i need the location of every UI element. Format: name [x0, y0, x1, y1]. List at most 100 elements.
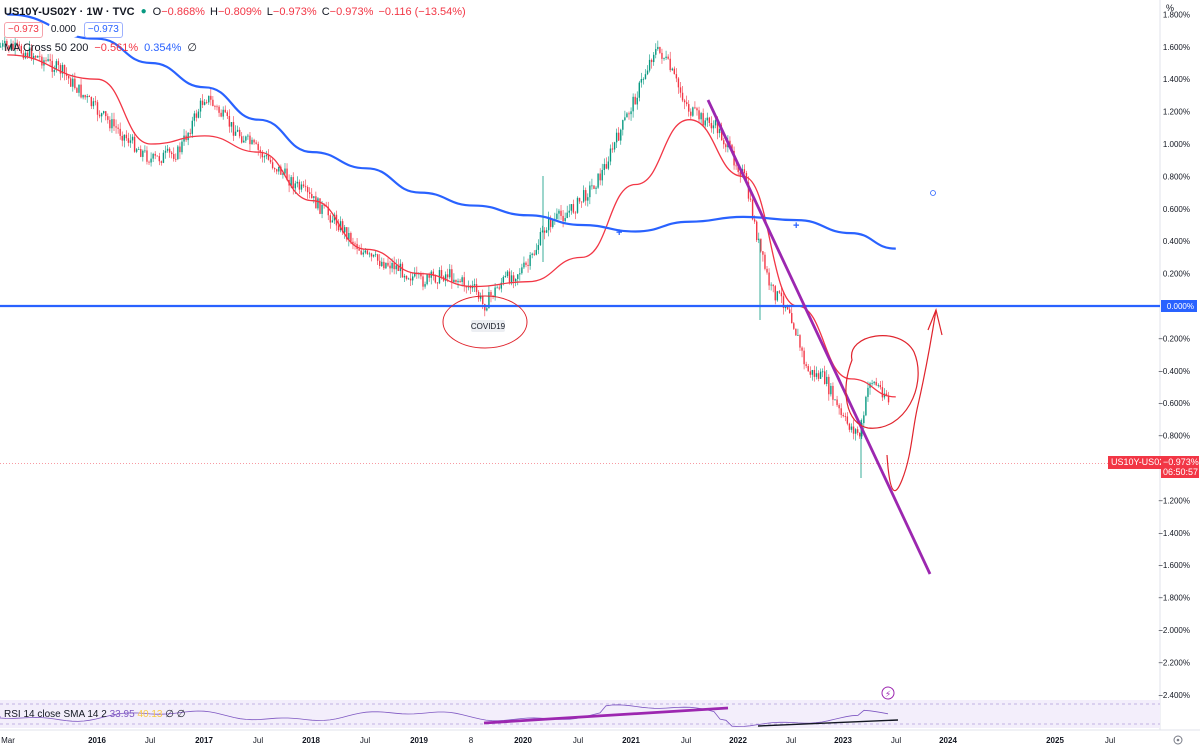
candle-body	[82, 95, 84, 98]
candle-body	[671, 68, 673, 71]
candle-body	[801, 347, 803, 351]
candle-body	[737, 165, 739, 173]
candle-body	[848, 423, 851, 430]
price-tick: 1.600%	[1163, 43, 1190, 52]
candle-body	[278, 166, 280, 172]
candle-body	[0, 46, 2, 48]
candle-body	[173, 154, 175, 159]
candle-body	[323, 204, 325, 206]
candle-body	[2, 43, 4, 47]
candle-body	[630, 111, 632, 115]
spread-value: 0.000	[48, 23, 78, 37]
price-tick: −2.000%	[1158, 626, 1190, 635]
candle-body	[16, 42, 18, 45]
candle-body	[626, 113, 628, 118]
projection-arrowhead	[927, 308, 943, 336]
symbol-title[interactable]: US10Y-US02Y · 1W · TVC	[4, 6, 135, 18]
candle-body	[366, 250, 369, 254]
candle-body	[486, 308, 488, 311]
buy-price-box[interactable]: −0.973	[83, 22, 123, 38]
candle-body	[337, 225, 340, 231]
candle-body	[109, 119, 111, 129]
candle-body	[121, 135, 123, 141]
candle-body	[96, 102, 99, 115]
time-tick: Jul	[891, 736, 901, 745]
candle-body	[327, 206, 329, 216]
candle-body	[531, 253, 533, 255]
candle-body	[88, 96, 90, 98]
candle-body	[865, 396, 867, 416]
candle-body	[772, 284, 774, 287]
price-tick: −2.400%	[1158, 691, 1190, 700]
candle-body	[663, 58, 665, 59]
candle-body	[679, 87, 682, 93]
candle-body	[636, 97, 638, 105]
price-tick: 1.200%	[1163, 108, 1190, 117]
candle-body	[111, 119, 113, 129]
candle-body	[193, 113, 196, 121]
price-tick: −1.600%	[1158, 561, 1190, 570]
candle-body	[154, 153, 156, 156]
candle-body	[263, 156, 266, 158]
candle-body	[39, 55, 41, 57]
time-tick: Jul	[1105, 736, 1115, 745]
candle-body	[449, 269, 451, 278]
time-tick: Jul	[360, 736, 370, 745]
candle-body	[830, 385, 832, 395]
time-tick: 2016	[88, 736, 106, 745]
candle-body	[80, 84, 82, 98]
gear-icon-center	[1176, 738, 1180, 742]
rsi-title[interactable]: RSI 14 close SMA 14 2	[4, 709, 107, 720]
time-tick: 2025	[1046, 736, 1064, 745]
candle-body	[887, 395, 890, 403]
candle-body	[220, 112, 222, 117]
candle-body	[6, 40, 8, 46]
candle-body	[201, 100, 204, 105]
ma-legend-row[interactable]: MA Cross 50 200 −0.561% 0.354% ∅	[4, 41, 468, 55]
covid-label-bg	[471, 320, 505, 332]
candle-body	[341, 221, 344, 233]
candle-body	[704, 120, 706, 126]
time-tick: 2024	[939, 736, 957, 745]
candle-body	[49, 59, 51, 61]
candle-body	[329, 215, 331, 223]
symbol-row: US10Y-US02Y · 1W · TVC ● O−0.868% H−0.80…	[4, 5, 468, 19]
candle-body	[358, 249, 360, 251]
candle-body	[714, 120, 717, 126]
ma-indicator-title[interactable]: MA Cross 50 200	[4, 42, 89, 54]
candle-body	[817, 373, 820, 379]
candle-body	[59, 65, 62, 74]
candle-body	[597, 173, 599, 188]
rsi-line	[0, 704, 889, 727]
candle-body	[521, 267, 523, 274]
candle-body	[457, 280, 459, 283]
candle-body	[168, 148, 171, 153]
candle-body	[245, 136, 247, 141]
candle-body	[510, 275, 513, 284]
candle-body	[401, 263, 404, 278]
candle-body	[397, 265, 399, 272]
candle-body	[381, 261, 383, 267]
candle-body	[14, 42, 16, 50]
candle-body	[385, 262, 387, 269]
candle-body	[681, 92, 684, 101]
sell-price-box[interactable]: −0.973	[4, 22, 43, 38]
rsi-legend[interactable]: RSI 14 close SMA 14 2 33.95 40.13 ∅ ∅	[4, 709, 185, 720]
candle-body	[508, 271, 511, 284]
candle-body	[232, 122, 235, 136]
candle-body	[774, 286, 776, 301]
candle-body	[566, 212, 568, 219]
candle-body	[840, 408, 842, 415]
candle-body	[125, 134, 128, 139]
price-tick: 0.800%	[1163, 172, 1190, 181]
candle-body	[599, 173, 601, 181]
candle-body	[98, 114, 101, 117]
candle-body	[613, 142, 616, 150]
price-axis-layer: 1.800% 1.600% 1.400% 1.200% 1.000% 0.800% 0.60…	[1158, 10, 1197, 700]
candle-body	[552, 220, 554, 227]
candle-body	[644, 74, 647, 79]
time-tick: 2017	[195, 736, 213, 745]
candle-body	[26, 52, 29, 57]
